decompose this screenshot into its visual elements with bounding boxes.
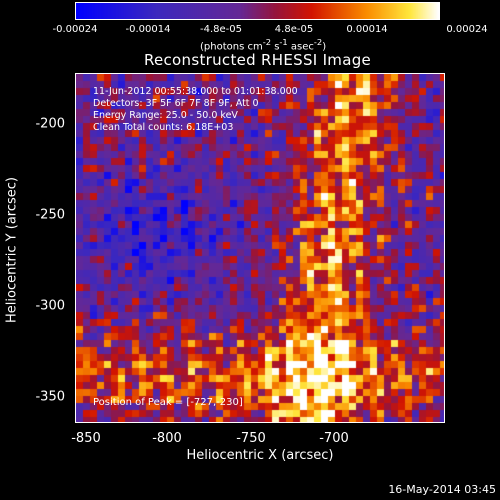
colorbar: [75, 2, 440, 20]
y-axis-label: Heliocentric Y (arcsec): [4, 177, 20, 323]
y-tick-label: -200: [35, 116, 65, 132]
detectors-label: Detectors: 3F 5F 6F 7F 8F 9F, Att 0: [93, 98, 259, 109]
colorbar-tick: -4.8e-05: [200, 24, 242, 35]
time-range-label: 11-Jun-2012 00:55:38.000 to 01:01:38.000: [93, 86, 298, 97]
colorbar-tick: -0.00014: [125, 24, 171, 35]
footer-date: 16-May-2014 03:45: [388, 483, 496, 496]
colorbar-tick: 0.00014: [346, 24, 388, 35]
plot-title: Reconstructed RHESSI Image: [143, 51, 372, 69]
colorbar-tick: 4.8e-05: [274, 24, 314, 35]
heatmap-plot: [75, 73, 445, 423]
y-tick-label: -300: [35, 298, 65, 314]
y-tick-label: -350: [35, 389, 65, 405]
x-tick-label: -800: [152, 431, 182, 446]
peak-position-label: Position of Peak = [-727,-230]: [93, 397, 243, 408]
x-tick-label-hidden: -700: [319, 431, 349, 446]
heatmap-image: [76, 74, 444, 422]
x-tick-label: -850: [71, 431, 101, 446]
y-tick-label: -250: [35, 207, 65, 223]
colorbar-gradient: [75, 2, 440, 20]
colorbar-tick: 0.00024: [446, 24, 488, 35]
colorbar-unit-label: (photons cm-2 s-1 asec-2): [200, 37, 327, 53]
x-tick-label: -750: [236, 431, 266, 446]
clean-counts-label: Clean Total counts: 6.18E+03: [93, 122, 234, 133]
colorbar-tick: -0.00024: [52, 24, 98, 35]
x-axis-label: Heliocentric X (arcsec): [186, 448, 334, 463]
energy-range-label: Energy Range: 25.0 - 50.0 keV: [93, 110, 238, 121]
